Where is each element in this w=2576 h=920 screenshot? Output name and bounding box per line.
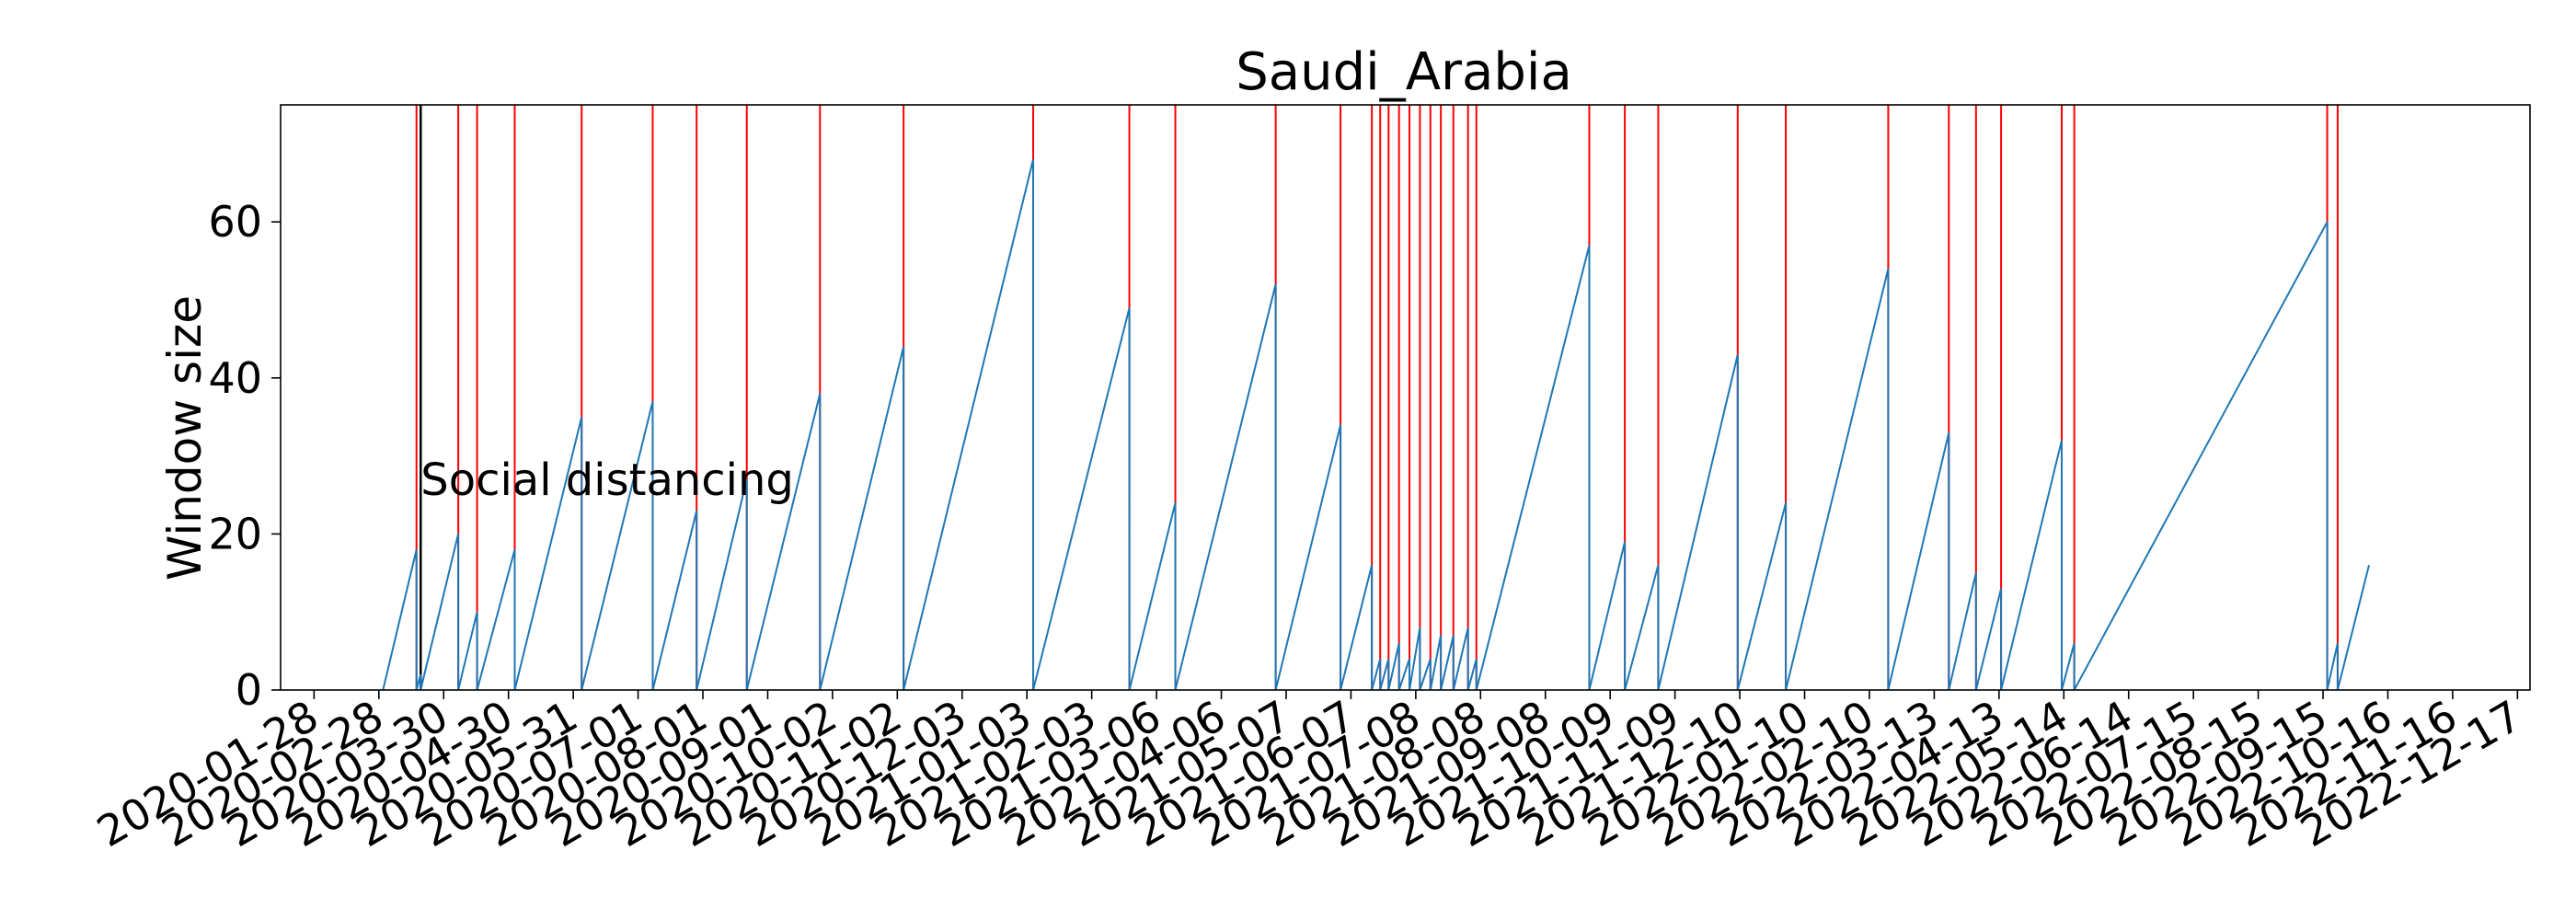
annotation-social-distancing: Social distancing <box>420 454 794 506</box>
window-size-series <box>382 159 2370 691</box>
y-axis-label: Window size <box>158 295 212 581</box>
chart-title: Saudi_Arabia <box>1236 42 1572 102</box>
y-tick-label: 0 <box>236 665 262 715</box>
axes: 02040602020-01-282020-02-282020-03-30202… <box>88 197 2530 857</box>
plot-frame <box>280 104 2531 691</box>
plot-area <box>382 105 2370 691</box>
y-tick-label: 60 <box>208 197 262 247</box>
y-tick-label: 20 <box>208 509 262 558</box>
y-tick-label: 40 <box>208 353 262 403</box>
